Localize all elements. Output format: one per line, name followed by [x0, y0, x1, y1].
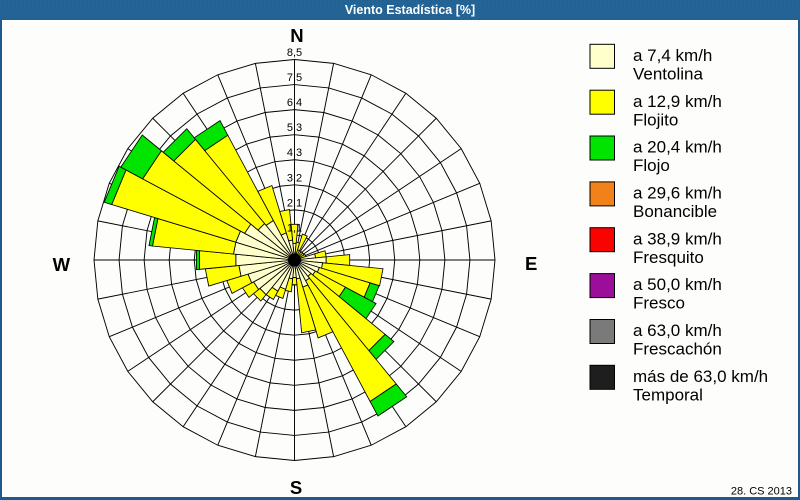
svg-text:a 20,4 km/h: a 20,4 km/h [633, 138, 722, 157]
svg-text:a 12,9 km/h: a 12,9 km/h [633, 92, 722, 111]
svg-text:7,5: 7,5 [287, 72, 302, 84]
svg-text:5,3: 5,3 [287, 122, 302, 134]
svg-text:Fresquito: Fresquito [633, 248, 704, 267]
svg-text:8,5: 8,5 [287, 47, 302, 59]
svg-text:28. CS 2013: 28. CS 2013 [731, 486, 792, 498]
svg-text:Ventolina: Ventolina [633, 64, 703, 83]
svg-text:6,4: 6,4 [287, 97, 302, 109]
svg-text:a 29,6 km/h: a 29,6 km/h [633, 184, 722, 203]
svg-text:a 38,9 km/h: a 38,9 km/h [633, 229, 722, 248]
svg-text:4,3: 4,3 [287, 147, 302, 159]
svg-text:2,1: 2,1 [287, 197, 302, 209]
svg-text:a 63,0 km/h: a 63,0 km/h [633, 321, 722, 340]
svg-text:Temporal: Temporal [633, 385, 703, 404]
svg-text:más de 63,0 km/h: más de 63,0 km/h [633, 367, 768, 386]
svg-text:Flojo: Flojo [633, 156, 670, 175]
svg-text:E: E [525, 253, 537, 274]
svg-text:Bonancible: Bonancible [633, 202, 717, 221]
svg-text:S: S [290, 477, 302, 498]
svg-text:W: W [53, 254, 71, 275]
svg-text:a 7,4 km/h: a 7,4 km/h [633, 46, 712, 65]
svg-text:Frescachón: Frescachón [633, 340, 722, 359]
svg-text:Fresco: Fresco [633, 294, 685, 313]
svg-text:1,1: 1,1 [287, 222, 302, 234]
svg-text:Flojito: Flojito [633, 110, 678, 129]
svg-text:3,2: 3,2 [287, 172, 302, 184]
svg-text:N: N [290, 25, 303, 46]
svg-text:a 50,0 km/h: a 50,0 km/h [633, 275, 722, 294]
